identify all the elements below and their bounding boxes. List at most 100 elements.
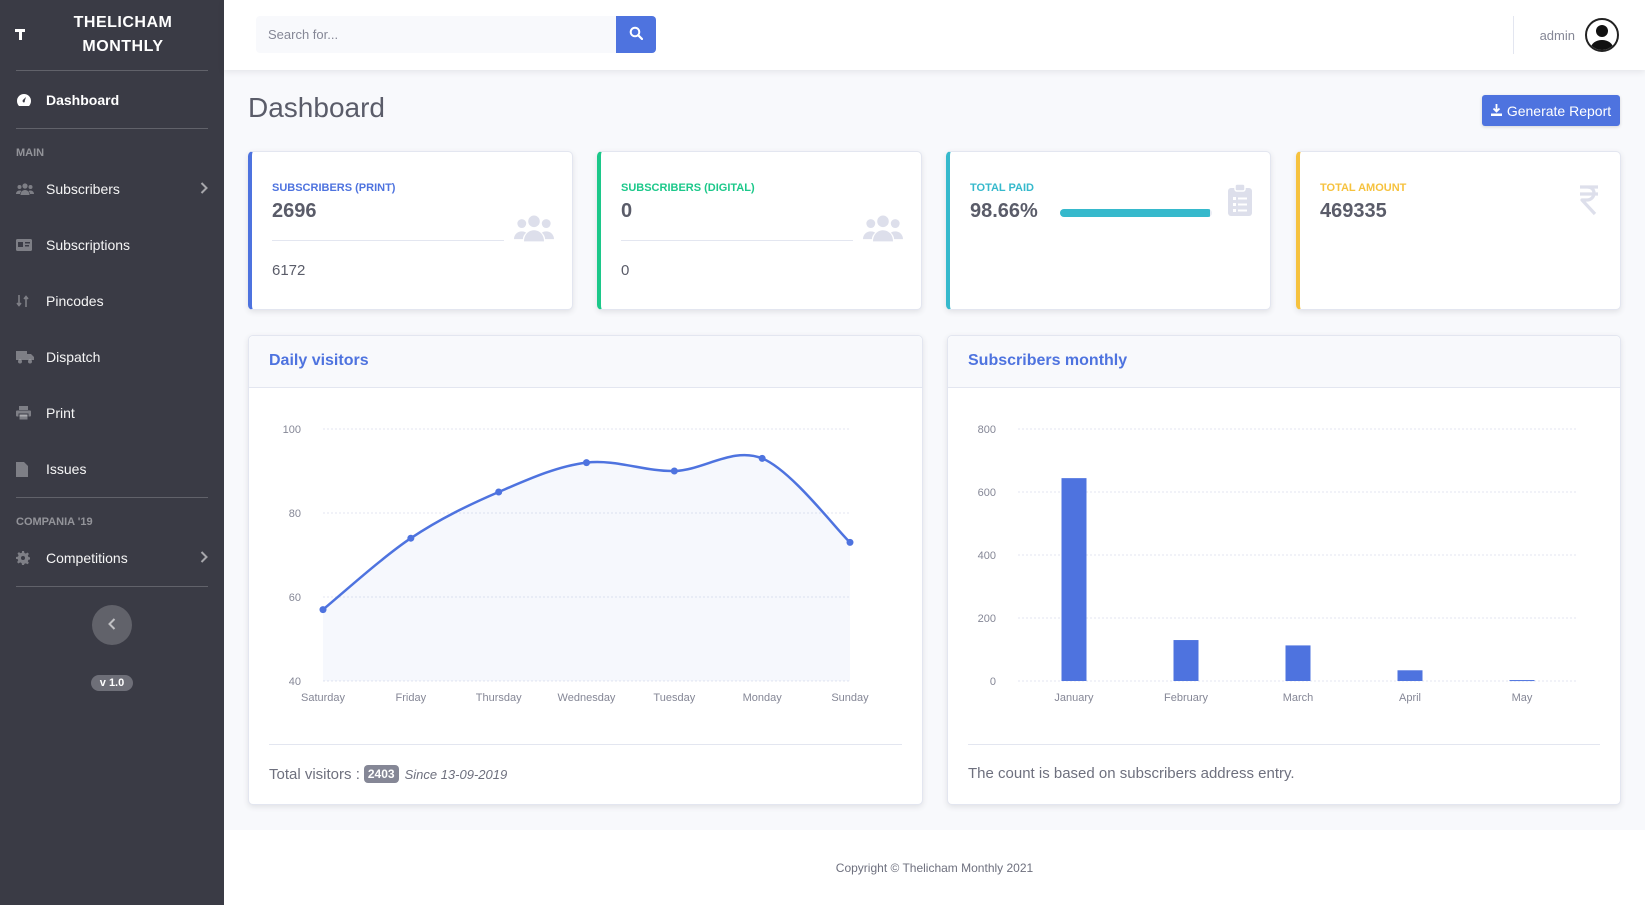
data-point <box>670 467 678 475</box>
sidebar-item-issues[interactable]: Issues <box>0 441 224 497</box>
stat-divider <box>272 240 504 241</box>
bar <box>1173 640 1199 681</box>
search-button[interactable] <box>616 16 656 53</box>
user-menu[interactable]: admin <box>1540 18 1619 52</box>
x-tick-label: Friday <box>396 692 427 704</box>
generate-report-label: Generate Report <box>1506 102 1612 119</box>
y-tick-label: 800 <box>978 424 996 436</box>
x-tick-label: Tuesday <box>653 692 695 704</box>
sidebar-item-label: Issues <box>46 461 87 477</box>
y-tick-label: 40 <box>289 676 301 688</box>
sidebar-item-competitions[interactable]: Competitions <box>0 530 224 586</box>
sidebar-item-label: Dispatch <box>46 349 101 365</box>
users-icon <box>863 214 903 247</box>
y-tick-label: 100 <box>283 424 301 436</box>
sidebar: THELICHAM MONTHLY Dashboard MAIN Subscri… <box>0 0 224 905</box>
print-icon <box>16 406 36 420</box>
stat-sub-value: 6172 <box>272 262 306 279</box>
sidebar-item-print[interactable]: Print <box>0 385 224 441</box>
stat-value: 469335 <box>1320 200 1387 222</box>
data-point <box>495 488 503 496</box>
sidebar-heading-compania: COMPANIA '19 <box>16 516 93 528</box>
data-point <box>846 538 854 546</box>
sidebar-item-label: Dashboard <box>46 91 120 108</box>
card-divider <box>269 744 902 745</box>
daily-visitors-chart: 40 60 80 100 Saturday Friday Thursday Wednesday… <box>283 424 870 704</box>
file-icon <box>16 461 36 477</box>
tachometer-icon <box>16 93 36 107</box>
download-icon <box>1490 103 1502 119</box>
topbar: admin <box>224 0 1645 70</box>
clipboard-list-icon <box>1228 183 1252 221</box>
footer: Copyright © Thelicham Monthly 2021 <box>224 830 1645 905</box>
search-input[interactable] <box>256 16 616 53</box>
data-point <box>407 534 415 542</box>
total-visitors-label: Total visitors : <box>269 765 360 783</box>
generate-report-button[interactable]: Generate Report <box>1482 95 1620 126</box>
stat-value: 98.66% <box>970 200 1038 222</box>
subscribers-monthly-chart: 0 200 400 600 800 January February March April Ma… <box>978 424 1578 704</box>
x-tick-label: March <box>1283 692 1314 704</box>
data-point <box>758 454 766 462</box>
sidebar-divider <box>16 70 208 71</box>
stat-card-amount: TOTAL AMOUNT 469335 <box>1296 151 1621 310</box>
x-tick-label: January <box>1054 692 1094 704</box>
gear-icon <box>16 551 36 565</box>
chevron-right-icon <box>200 181 208 197</box>
sidebar-item-dispatch[interactable]: Dispatch <box>0 329 224 385</box>
user-name: admin <box>1539 27 1575 43</box>
sidebar-item-dashboard[interactable]: Dashboard <box>0 71 224 128</box>
stat-divider <box>621 240 853 241</box>
y-tick-label: 60 <box>289 592 301 604</box>
total-visitors-badge: 2403 <box>363 765 399 783</box>
sidebar-item-label: Subscriptions <box>46 237 131 253</box>
daily-visitors-card: Daily visitors 40 60 80 100 Saturday Friday Th… <box>248 335 923 805</box>
stat-card-paid: TOTAL PAID 98.66% <box>946 151 1271 310</box>
page-title: Dashboard <box>248 92 385 123</box>
x-tick-label: February <box>1164 692 1209 704</box>
id-card-icon <box>16 238 36 252</box>
sidebar-divider <box>16 128 208 129</box>
chevron-left-icon <box>108 617 116 633</box>
bar <box>1285 645 1311 681</box>
sidebar-item-pincodes[interactable]: Pincodes <box>0 273 224 329</box>
card-divider <box>968 744 1600 745</box>
users-icon <box>16 182 36 196</box>
x-tick-label: April <box>1399 692 1421 704</box>
stat-label: TOTAL AMOUNT <box>1320 182 1407 194</box>
sidebar-heading-main: MAIN <box>16 147 45 159</box>
search-form <box>256 16 656 53</box>
visitors-footer: Total visitors : 2403 Since 13-09-2019 <box>269 765 507 783</box>
sidebar-item-subscriptions[interactable]: Subscriptions <box>0 217 224 273</box>
monthly-footer: The count is based on subscribers addres… <box>968 765 1295 782</box>
y-tick-label: 80 <box>289 508 301 520</box>
y-tick-label: 200 <box>978 613 996 625</box>
sidebar-item-label: Pincodes <box>46 293 104 309</box>
search-icon <box>629 26 644 43</box>
x-tick-label: Wednesday <box>558 692 616 704</box>
x-tick-label: May <box>1512 692 1533 704</box>
copyright-text: Copyright © Thelicham Monthly 2021 <box>835 860 1034 875</box>
paid-progress-bar <box>1060 209 1212 217</box>
stat-card-print: SUBSCRIBERS (PRINT) 2696 6172 <box>248 151 573 310</box>
x-tick-label: Monday <box>743 692 783 704</box>
x-tick-label: Sunday <box>831 692 869 704</box>
x-tick-label: Thursday <box>476 692 522 704</box>
x-tick-label: Saturday <box>301 692 346 704</box>
y-tick-label: 400 <box>978 550 996 562</box>
sidebar-item-subscribers[interactable]: Subscribers <box>0 161 224 217</box>
sidebar-item-label: Subscribers <box>46 181 120 197</box>
brand-t-icon <box>14 27 28 44</box>
since-date: Since 13-09-2019 <box>404 766 508 782</box>
rupee-icon <box>1578 184 1600 221</box>
bar <box>1061 478 1087 681</box>
avatar <box>1585 18 1619 52</box>
sidebar-item-label: Print <box>46 405 75 421</box>
data-point <box>583 459 590 467</box>
sidebar-toggle-button[interactable] <box>92 605 132 645</box>
stat-label: TOTAL PAID <box>970 182 1034 194</box>
sort-icon <box>16 294 36 308</box>
sidebar-item-label: Competitions <box>46 550 128 566</box>
brand[interactable]: THELICHAM MONTHLY <box>0 0 224 70</box>
subscribers-monthly-card: Subscribers monthly 0 200 400 600 800 January… <box>947 335 1621 805</box>
